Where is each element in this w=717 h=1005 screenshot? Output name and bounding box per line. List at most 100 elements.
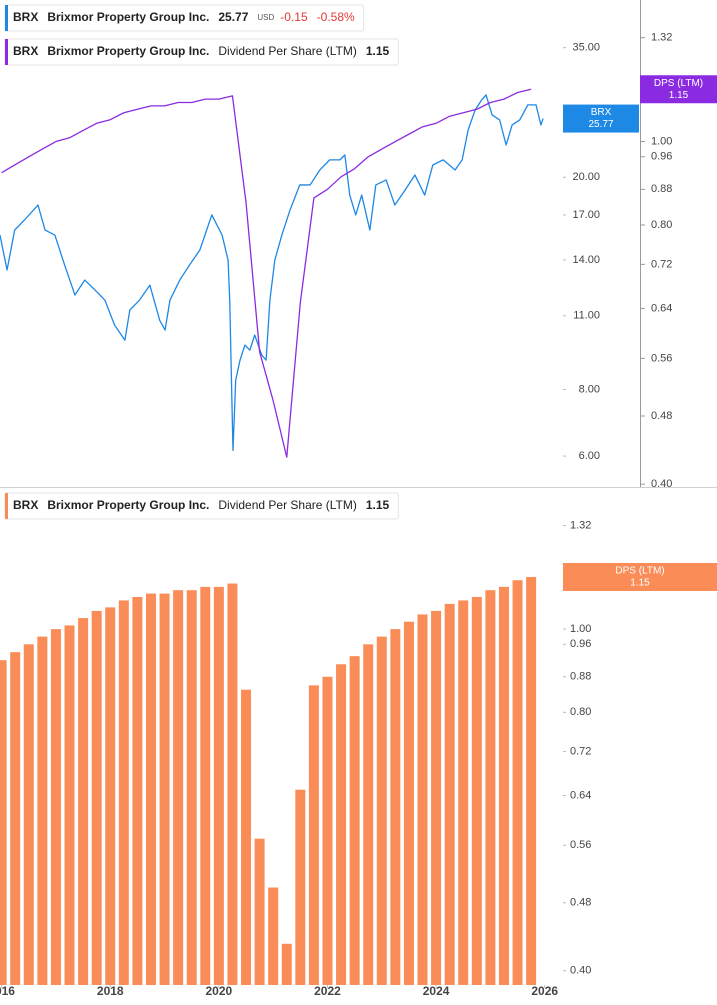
bar (363, 644, 374, 985)
x-tick-label: 2024 (423, 984, 450, 998)
legend-name: Dividend Per Share (LTM) (218, 44, 357, 58)
bar (78, 618, 89, 985)
badge-value: 25.77 (588, 119, 613, 130)
y-tick-label: 20.00 (572, 171, 600, 183)
bar (23, 644, 34, 985)
y-tick-label: 0.56 (570, 839, 591, 851)
y-tick-label: 0.40 (570, 965, 591, 977)
plot-area (0, 576, 537, 985)
y2-tick-label: 0.72 (651, 258, 672, 270)
y-tick-label: 0.72 (570, 745, 591, 757)
badge-value: 1.15 (630, 578, 650, 589)
series-line (0, 94, 544, 452)
legend-change-pct: -0.58% (317, 10, 355, 24)
bar (37, 636, 48, 985)
bar (105, 607, 116, 985)
y-tick-label: 0.80 (570, 706, 591, 718)
badge-label: DPS (LTM) (654, 78, 703, 89)
y2-tick-label: 0.80 (651, 219, 672, 231)
value-badge (640, 75, 717, 104)
bar (526, 576, 537, 985)
y2-tick-label: 0.48 (651, 410, 672, 422)
bar (471, 596, 482, 985)
y2-tick-label: 0.88 (651, 183, 672, 195)
bar (390, 629, 401, 985)
y-tick-label: 0.88 (570, 671, 591, 683)
legend-swatch (5, 5, 8, 31)
bar (10, 652, 21, 985)
y2-tick-label: 1.00 (651, 135, 672, 147)
y-tick-label: 0.64 (570, 789, 591, 801)
bar (145, 593, 156, 985)
y-tick-label: 1.32 (570, 519, 591, 531)
bar (132, 596, 143, 985)
legend-name: Brixmor Property Group Inc. (47, 10, 209, 24)
x-tick-label: 2022 (314, 984, 341, 998)
bar (91, 610, 102, 985)
bar (173, 590, 184, 985)
legend: BRX Brixmor Property Group Inc. Dividend P… (4, 492, 399, 520)
x-tick-label: 2016 (0, 984, 15, 998)
y2-tick-label: 1.32 (651, 32, 672, 44)
badge-label: DPS (LTM) (615, 566, 664, 577)
bar (254, 838, 265, 985)
badge-value: 1.15 (669, 90, 689, 101)
y-tick-label: 17.00 (572, 209, 600, 221)
bar (118, 600, 129, 985)
y-tick-label: 1.00 (570, 623, 591, 635)
legend-last: 1.15 (366, 44, 390, 58)
bar (485, 590, 496, 985)
y-tick-label: 8.00 (579, 383, 600, 395)
y-tick-label: 0.48 (570, 897, 591, 909)
y2-tick-label: 0.64 (651, 302, 672, 314)
legend-symbol: BRX (13, 498, 38, 512)
legend-company: Brixmor Property Group Inc. (47, 498, 209, 512)
bar (403, 621, 414, 985)
bar (50, 629, 61, 985)
bar (376, 636, 387, 985)
y-tick-label: 6.00 (579, 450, 600, 462)
bar (498, 586, 509, 985)
legend-company: Brixmor Property Group Inc. (47, 44, 209, 58)
bar (200, 586, 211, 985)
y-tick-label: 0.96 (570, 638, 591, 650)
legend-last: 1.15 (366, 498, 390, 512)
bar (512, 580, 523, 985)
legend-symbol: BRX (13, 44, 38, 58)
bar (159, 593, 170, 985)
x-tick-label: 2018 (97, 984, 124, 998)
bar (64, 625, 75, 985)
plot-area (0, 88, 544, 458)
value-badge (563, 104, 639, 133)
value-badge (563, 562, 717, 591)
legend: BRX Brixmor Property Group Inc. 25.77 USD -0… (4, 4, 365, 32)
legend-currency: USD (257, 13, 274, 22)
bar (458, 600, 469, 985)
legend-last: 25.77 (218, 10, 248, 24)
badge-label: BRX (591, 107, 612, 118)
bar (336, 664, 347, 985)
series-line (1, 88, 532, 458)
legend-swatch (5, 39, 8, 65)
legend-swatch (5, 493, 8, 519)
bar (0, 660, 7, 985)
bar (417, 614, 428, 985)
x-tick-label: 2020 (206, 984, 233, 998)
bar (431, 610, 442, 985)
bar (295, 789, 306, 985)
bar (322, 676, 333, 985)
bar (308, 685, 319, 985)
legend-change: -0.15 (280, 10, 308, 24)
y2-tick-label: 0.40 (651, 478, 672, 490)
x-tick-label: 2026 (531, 984, 558, 998)
bar (349, 656, 360, 985)
bar (241, 689, 252, 985)
bar (444, 603, 455, 985)
y-tick-label: 14.00 (572, 254, 600, 266)
legend-name: Dividend Per Share (LTM) (218, 498, 357, 512)
legend: BRX Brixmor Property Group Inc. Dividend P… (4, 38, 399, 66)
y-tick-label: 35.00 (572, 42, 600, 54)
bar (186, 590, 197, 985)
